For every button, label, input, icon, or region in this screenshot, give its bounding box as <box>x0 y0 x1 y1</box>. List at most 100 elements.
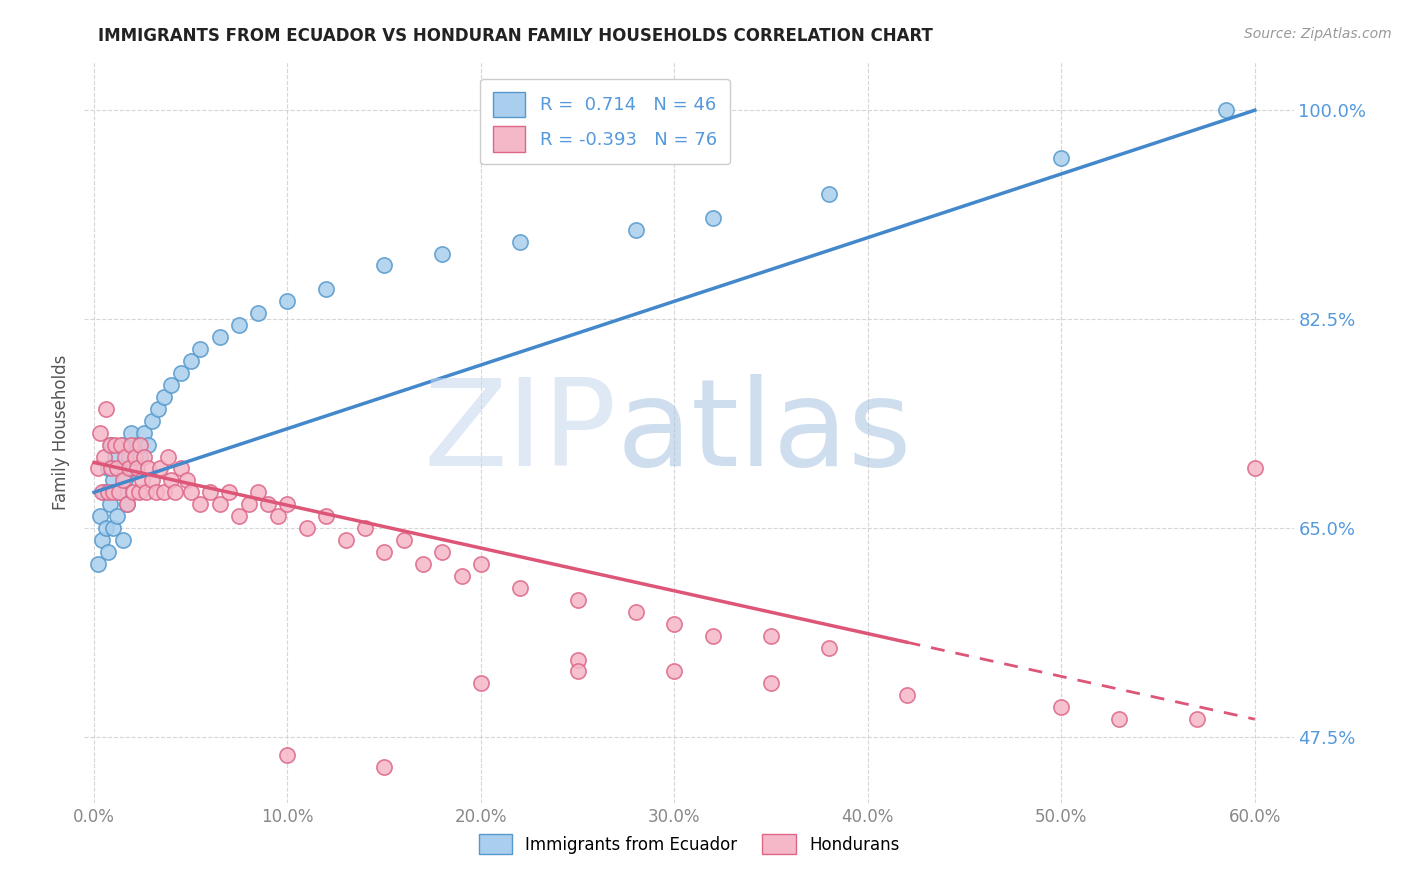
Point <box>1215 103 1237 118</box>
Point <box>190 497 212 511</box>
Point <box>567 652 589 666</box>
Point <box>624 222 647 236</box>
Point <box>276 294 298 309</box>
Point <box>93 485 115 500</box>
Point <box>100 461 122 475</box>
Point <box>896 689 918 703</box>
Point <box>93 450 115 464</box>
Point <box>392 533 415 547</box>
Point <box>759 676 782 690</box>
Point <box>664 616 686 631</box>
Point <box>373 259 395 273</box>
Point <box>94 401 117 416</box>
Point <box>89 509 111 524</box>
Text: IMMIGRANTS FROM ECUADOR VS HONDURAN FAMILY HOUSEHOLDS CORRELATION CHART: IMMIGRANTS FROM ECUADOR VS HONDURAN FAMI… <box>98 27 934 45</box>
Point <box>509 235 531 249</box>
Point <box>818 186 841 201</box>
Point <box>141 414 163 428</box>
Point <box>567 592 589 607</box>
Point <box>125 437 148 451</box>
Point <box>470 676 492 690</box>
Point <box>228 509 250 524</box>
Point <box>170 461 193 475</box>
Point <box>121 461 143 475</box>
Point <box>160 474 183 488</box>
Point <box>818 640 841 655</box>
Text: atlas: atlas <box>616 374 912 491</box>
Point <box>702 211 724 225</box>
Point <box>152 390 174 404</box>
Point <box>98 437 121 451</box>
Point <box>624 605 647 619</box>
Point <box>180 485 202 500</box>
Point <box>120 437 142 451</box>
Point <box>110 461 132 475</box>
Point <box>432 545 454 559</box>
Point <box>103 474 125 488</box>
Point <box>1185 712 1208 726</box>
Point <box>315 509 337 524</box>
Point <box>89 425 111 440</box>
Point <box>98 497 121 511</box>
Point <box>112 437 135 451</box>
Point <box>198 485 221 500</box>
Point <box>208 497 231 511</box>
Point <box>108 485 131 500</box>
Point <box>104 437 127 451</box>
Point <box>105 509 128 524</box>
Point <box>124 450 146 464</box>
Point <box>112 474 135 488</box>
Point <box>567 665 589 679</box>
Text: ZIP: ZIP <box>423 374 616 491</box>
Point <box>131 474 153 488</box>
Point <box>97 461 120 475</box>
Point <box>165 485 187 500</box>
Point <box>146 401 169 416</box>
Text: Source: ZipAtlas.com: Source: ZipAtlas.com <box>1244 27 1392 41</box>
Y-axis label: Family Households: Family Households <box>52 355 70 510</box>
Point <box>373 760 395 774</box>
Point <box>115 497 138 511</box>
Point <box>97 485 120 500</box>
Point <box>180 354 202 368</box>
Point <box>509 581 531 595</box>
Point <box>103 485 125 500</box>
Point <box>1050 700 1073 714</box>
Point <box>149 461 172 475</box>
Point <box>373 545 395 559</box>
Point <box>94 521 117 535</box>
Point <box>118 450 141 464</box>
Point <box>276 497 298 511</box>
Point <box>238 497 260 511</box>
Point <box>120 425 142 440</box>
Point <box>87 461 110 475</box>
Point <box>90 485 112 500</box>
Point <box>134 425 156 440</box>
Point <box>335 533 357 547</box>
Point <box>295 521 318 535</box>
Point <box>128 485 150 500</box>
Point <box>152 485 174 500</box>
Point <box>160 377 183 392</box>
Point <box>176 474 198 488</box>
Point <box>432 246 454 260</box>
Point <box>129 437 152 451</box>
Point <box>112 533 135 547</box>
Point <box>470 557 492 571</box>
Point <box>276 747 298 762</box>
Point <box>1243 461 1265 475</box>
Point <box>1050 151 1073 165</box>
Point <box>114 474 136 488</box>
Point <box>104 450 127 464</box>
Point <box>208 330 231 344</box>
Point <box>136 461 159 475</box>
Point <box>354 521 377 535</box>
Point <box>114 450 136 464</box>
Point <box>267 509 290 524</box>
Point <box>129 450 152 464</box>
Point <box>450 569 472 583</box>
Point <box>87 557 110 571</box>
Point <box>115 497 138 511</box>
Point <box>257 497 280 511</box>
Point <box>218 485 240 500</box>
